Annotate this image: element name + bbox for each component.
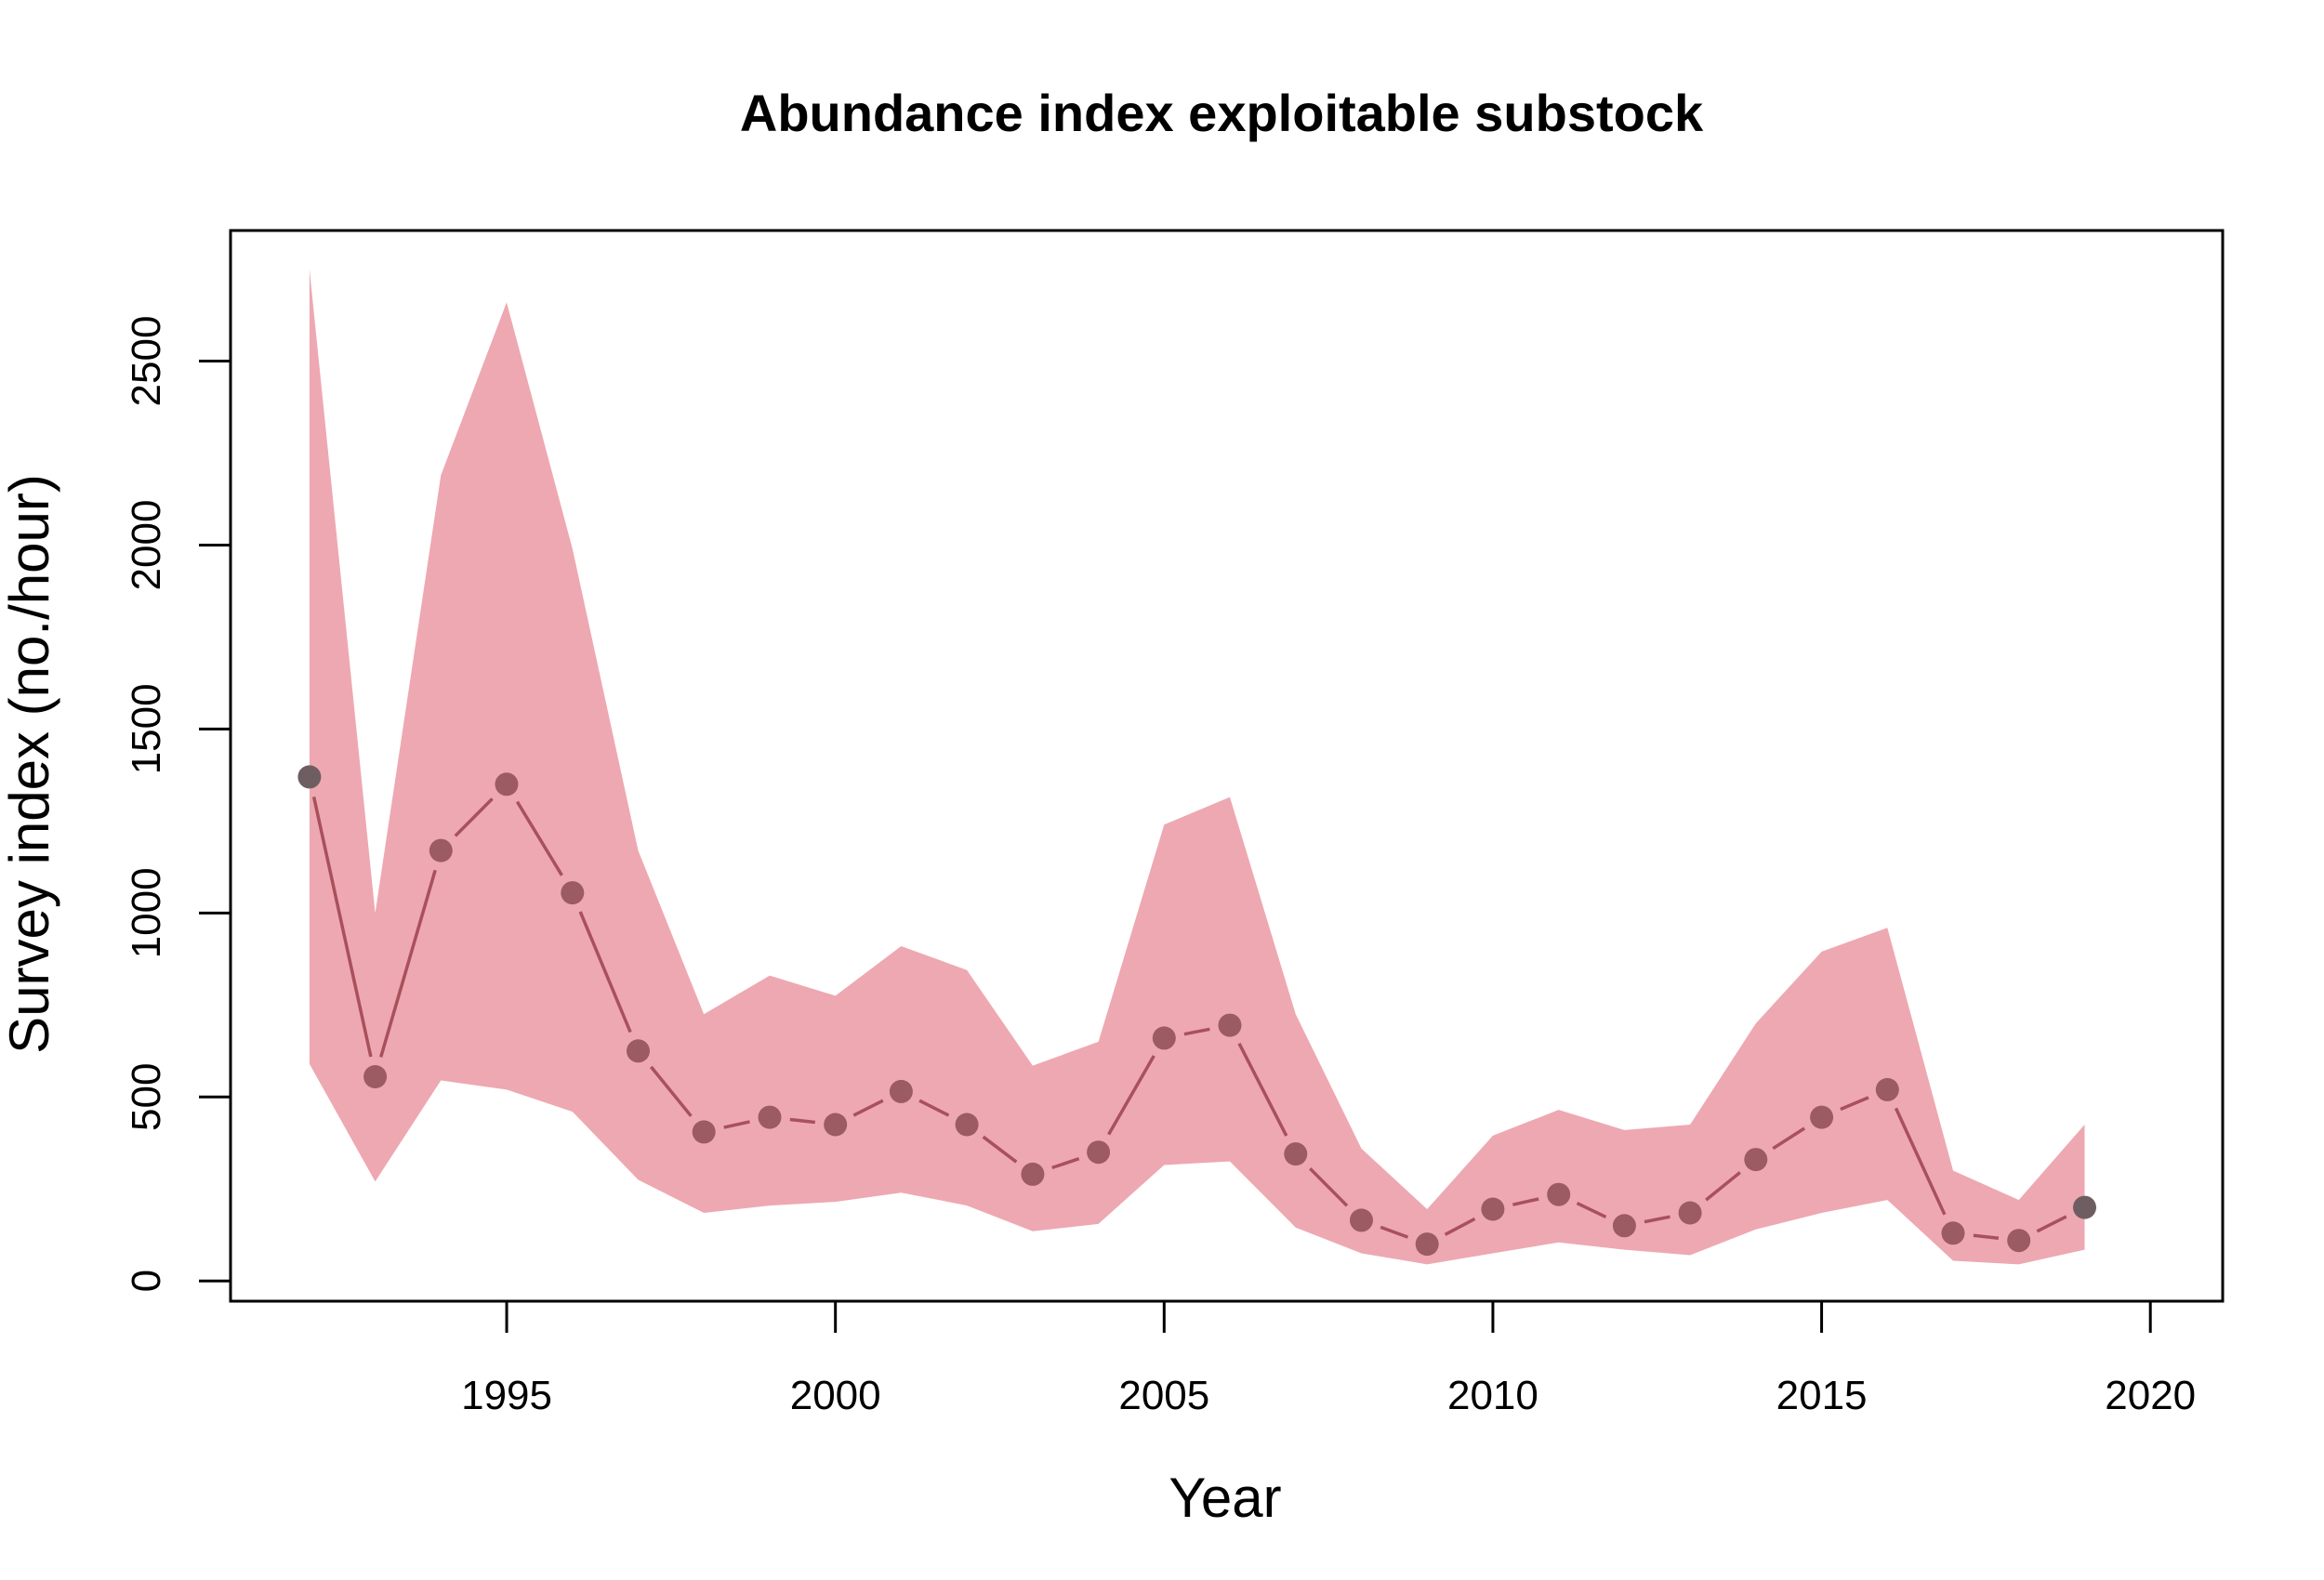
data-point <box>495 772 519 797</box>
x-axis-label: Year <box>1169 1467 1281 1529</box>
data-point <box>1415 1232 1439 1257</box>
x-tick-label: 2005 <box>1118 1373 1209 1418</box>
y-tick-label: 2500 <box>124 316 169 407</box>
data-point <box>1350 1208 1373 1232</box>
x-tick-label: 2010 <box>1447 1373 1538 1418</box>
x-tick-label: 2015 <box>1776 1373 1868 1418</box>
data-point <box>824 1113 848 1137</box>
data-point <box>2007 1229 2031 1253</box>
y-tick-label: 1000 <box>124 867 169 958</box>
series-line-segment <box>1973 1233 2000 1240</box>
data-point <box>889 1079 913 1103</box>
series-line-segment <box>1705 1171 1741 1202</box>
series-line-segment <box>1840 1096 1869 1112</box>
y-axis-label: Survey index (no./hour) <box>0 474 60 1054</box>
series-line-segment <box>1380 1225 1409 1239</box>
data-point <box>1284 1142 1308 1166</box>
series-line-segment <box>723 1120 750 1129</box>
data-point <box>758 1105 782 1129</box>
series-line-segment <box>1444 1217 1476 1236</box>
x-axis: 1995 2000 2005 2010 2015 2020 <box>461 1299 2196 1418</box>
data-point <box>955 1113 979 1137</box>
series-line-segment <box>379 869 437 1058</box>
series-line-segment <box>578 911 632 1034</box>
series-line-segment <box>650 1065 693 1117</box>
data-point <box>1481 1197 1505 1221</box>
series-line-segment <box>1237 1042 1288 1137</box>
x-tick-label: 1995 <box>461 1373 552 1418</box>
data-point <box>1218 1013 1242 1037</box>
data-point <box>1810 1105 1834 1129</box>
series-line-segment <box>1512 1197 1539 1206</box>
series-line-segment <box>982 1135 1018 1164</box>
data-point <box>1941 1221 1965 1245</box>
series-line-segment <box>2036 1215 2067 1233</box>
data-point <box>1547 1182 1571 1206</box>
series-line-segment <box>1309 1167 1349 1207</box>
series-line-segment <box>454 797 494 837</box>
data-point <box>1875 1077 1899 1101</box>
data-point <box>1744 1148 1768 1172</box>
data-point-endpoint <box>297 765 322 789</box>
confidence-band-layer <box>309 269 2085 1265</box>
y-tick-label: 2000 <box>124 500 169 591</box>
series-line-segment <box>1894 1107 1947 1216</box>
data-point <box>561 881 585 905</box>
data-point <box>363 1065 388 1088</box>
data-point <box>692 1120 716 1144</box>
data-point <box>627 1039 650 1063</box>
y-axis: 0 500 1000 1500 2000 2500 <box>124 316 232 1292</box>
series-line-segment <box>1772 1126 1806 1151</box>
x-tick-label: 2020 <box>2105 1373 2196 1418</box>
series-line-segment <box>1183 1027 1210 1036</box>
series-line-segment <box>1107 1055 1155 1136</box>
x-tick-label: 2000 <box>790 1373 881 1418</box>
series-line-segment <box>311 797 373 1058</box>
y-tick-label: 0 <box>124 1270 169 1292</box>
y-tick-label: 1500 <box>124 683 169 774</box>
y-tick-label: 500 <box>124 1063 169 1131</box>
data-point <box>1087 1140 1111 1165</box>
confidence-band <box>309 269 2085 1265</box>
series-point-layer <box>297 765 2096 1257</box>
series-line-segment <box>918 1099 950 1117</box>
series-line-segment <box>789 1117 815 1125</box>
series-line-segment <box>1576 1202 1607 1218</box>
series-line-segment <box>1051 1157 1080 1170</box>
series-line-segment <box>852 1099 884 1117</box>
data-point <box>1152 1026 1176 1050</box>
data-point-endpoint <box>2073 1195 2096 1219</box>
data-point <box>1678 1201 1702 1225</box>
series-line-segment <box>1644 1215 1670 1224</box>
data-point <box>429 838 453 862</box>
data-point <box>1612 1214 1636 1238</box>
chart-title: Abundance index exploitable substock <box>740 84 1704 142</box>
series-line-segment <box>515 800 563 876</box>
series-line-layer <box>311 797 2067 1240</box>
data-point <box>1021 1162 1045 1186</box>
